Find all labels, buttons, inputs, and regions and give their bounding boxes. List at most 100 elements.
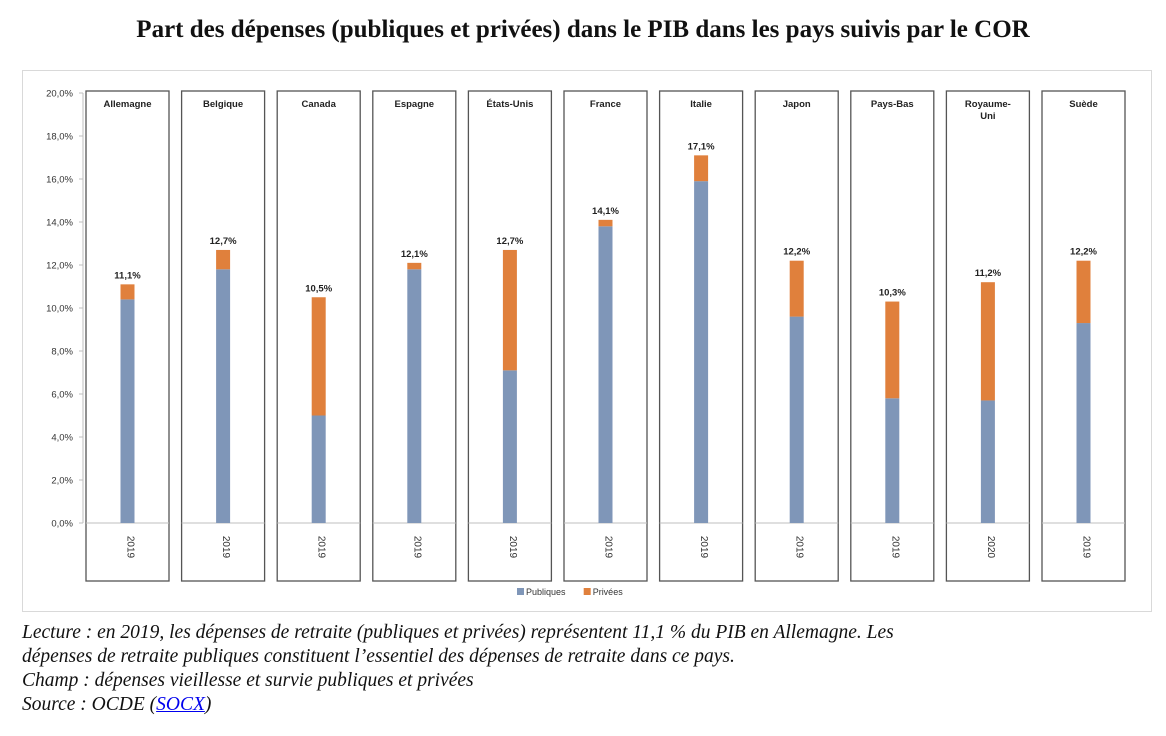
year-label: 2019 [889, 536, 900, 559]
country-panel: Suède 12,2% 2019 [1041, 90, 1126, 582]
panel-border [85, 90, 170, 582]
country-panel: Italie 17,1% 2019 [658, 90, 744, 582]
stacked-bar-chart: 0,0% 2,0% 4,0% 6,0% 8,0% 10,0% 12,0% 14,0% 16,0%… [46, 89, 1126, 597]
country-panel: Belgique 12,7% 2019 [180, 90, 266, 582]
panel-border [754, 90, 839, 582]
total-label: 12,1% [401, 249, 428, 260]
bar-privees [216, 249, 231, 270]
country-panel: Allemagne 11,1% 2019 [85, 90, 170, 582]
y-tick-label: 10,0% [46, 304, 73, 315]
bar-publiques [1076, 323, 1091, 523]
panel-border [467, 90, 553, 582]
total-label: 14,1% [592, 206, 619, 217]
y-tick-label: 12,0% [46, 261, 73, 272]
country-label: Suède [1069, 99, 1098, 110]
legend: Publiques Privées [517, 587, 623, 597]
bar-privees [789, 260, 804, 317]
legend-swatch [517, 588, 524, 595]
total-label: 10,5% [305, 283, 332, 294]
y-tick-label: 20,0% [46, 89, 73, 100]
country-panel: France 14,1% 2019 [563, 90, 648, 582]
bar-publiques [885, 398, 900, 523]
total-label: 11,2% [975, 268, 1002, 279]
y-tick-label: 6,0% [51, 390, 73, 401]
legend-label: Privées [593, 587, 624, 597]
legend-swatch [583, 588, 591, 595]
chart-area: 0,0% 2,0% 4,0% 6,0% 8,0% 10,0% 12,0% 14,0% 16,0%… [22, 70, 1152, 612]
year-label: 2019 [794, 536, 805, 559]
year-label: 2019 [507, 536, 518, 559]
bar-publiques [120, 299, 135, 523]
country-panel: Espagne 12,1% 2019 [372, 90, 457, 582]
socx-link[interactable]: SOCX [156, 694, 205, 715]
source-note: Source : OCDE (SOCX) [22, 693, 1162, 717]
bar-privees [311, 297, 326, 416]
country-label: Pays-Bas [871, 99, 914, 110]
y-tick-label: 2,0% [51, 476, 73, 487]
y-tick-label: 16,0% [46, 175, 73, 186]
total-label: 12,7% [210, 236, 237, 247]
total-label: 11,1% [114, 270, 141, 281]
country-label: États-Unis [486, 99, 533, 110]
bar-privees [598, 219, 613, 227]
bar-privees [407, 262, 422, 270]
bar-publiques [502, 370, 517, 523]
chart-title: Part des dépenses (publiques et privées)… [136, 16, 1030, 43]
panel-border [945, 90, 1031, 582]
total-label: 12,2% [783, 247, 810, 258]
country-label: Japon [783, 99, 811, 110]
country-panel: Royaume-Uni 11,2% 2020 [945, 90, 1031, 582]
year-label: 2019 [411, 536, 422, 559]
country-label: Italie [690, 99, 712, 110]
country-label: Royaume- [965, 99, 1011, 110]
total-label: 17,1% [688, 141, 715, 152]
bar-publiques [598, 226, 613, 524]
bar-publiques [216, 269, 231, 523]
country-label: Belgique [203, 99, 243, 110]
panel-border [1041, 90, 1126, 582]
country-label: Canada [302, 99, 337, 110]
total-label: 12,7% [496, 236, 523, 247]
bar-publiques [789, 316, 804, 523]
y-tick-label: 4,0% [51, 433, 73, 444]
panel-border [563, 90, 648, 582]
panel-border [180, 90, 266, 582]
bar-publiques [980, 400, 995, 523]
y-tick-label: 8,0% [51, 347, 73, 358]
bar-privees [120, 284, 135, 300]
panel-border [658, 90, 744, 582]
bar-privees [1076, 260, 1091, 324]
year-label: 2020 [985, 536, 996, 559]
figure-notes: Lecture : en 2019, les dépenses de retra… [22, 621, 1162, 717]
year-label: 2019 [1081, 536, 1092, 559]
total-label: 12,2% [1070, 247, 1097, 258]
country-label: Espagne [394, 99, 434, 110]
country-panel: États-Unis 12,7% 2019 [467, 90, 553, 582]
year-label: 2019 [603, 536, 614, 559]
year-label: 2019 [698, 536, 709, 559]
country-panel: Japon 12,2% 2019 [754, 90, 839, 582]
country-label: France [590, 99, 621, 110]
bar-privees [885, 301, 900, 399]
reading-note-line-2: dépenses de retraite publiques constitue… [22, 646, 735, 667]
y-tick-label: 14,0% [46, 218, 73, 229]
bar-publiques [694, 181, 709, 523]
reading-note-line-1: Lecture : en 2019, les dépenses de retra… [22, 622, 894, 643]
y-tick-label: 18,0% [46, 132, 73, 143]
year-label: 2019 [220, 536, 231, 559]
country-panel: Canada 10,5% 2019 [276, 90, 361, 582]
bar-privees [980, 282, 995, 401]
bar-privees [502, 249, 517, 371]
source-prefix: Source : OCDE ( [22, 694, 157, 715]
scope-note: Champ : dépenses vieillesse et survie pu… [22, 670, 474, 691]
year-label: 2019 [125, 536, 136, 559]
bar-publiques [407, 269, 422, 523]
country-label: Uni [980, 111, 995, 122]
year-label: 2019 [316, 536, 327, 559]
bar-publiques [311, 415, 326, 523]
country-label: Allemagne [103, 99, 151, 110]
y-axis: 0,0% 2,0% 4,0% 6,0% 8,0% 10,0% 12,0% 14,0% 16,0%… [46, 89, 84, 530]
panel-border [276, 90, 361, 582]
legend-label: Publiques [526, 587, 566, 597]
country-panel: Pays-Bas 10,3% 2019 [850, 90, 935, 582]
